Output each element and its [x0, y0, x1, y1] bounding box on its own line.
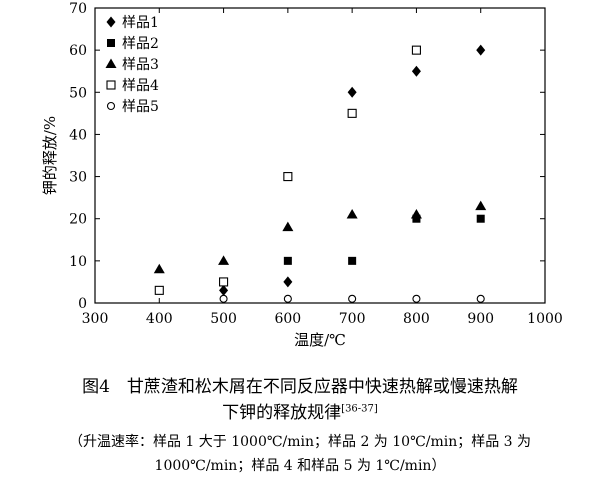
- data-point: [219, 294, 228, 303]
- data-point: [153, 263, 165, 274]
- caption-title-text: 图4 甘蔗渣和松木屑在不同反应器中快速热解或慢速热解: [82, 377, 518, 397]
- figure-caption-line-1: 图4 甘蔗渣和松木屑在不同反应器中快速热解或慢速热解: [0, 372, 600, 397]
- data-point: [411, 65, 421, 77]
- figure-note-line-2: 1000℃/min；样品 4 和样品 5 为 1℃/min）: [154, 458, 446, 474]
- data-point: [283, 172, 293, 182]
- y-tick-label: 20: [69, 212, 87, 228]
- data-point: [283, 294, 292, 303]
- plot-frame: [94, 7, 546, 304]
- data-point: [346, 209, 358, 219]
- data-point: [218, 255, 230, 265]
- y-tick-label: 40: [69, 127, 87, 143]
- data-point: [475, 200, 487, 211]
- data-point: [412, 294, 421, 303]
- scatter-chart: 300 400 500 600 700 800 900 1000 0 10 20 30 40 50 60 70…: [41, 1, 563, 349]
- series-3: [153, 200, 487, 274]
- x-tick-label: 500: [210, 311, 237, 327]
- chart-marks: [153, 44, 487, 303]
- data-point: [411, 45, 421, 55]
- chart-axes: [94, 7, 546, 304]
- chart-ticks: 300 400 500 600 700 800 900 1000 0 10 20 30 40 50 60 70: [69, 1, 563, 327]
- series-4: [154, 45, 421, 295]
- legend-marker: [107, 39, 115, 47]
- x-axis-title: 温度/℃: [294, 331, 346, 349]
- figure-caption-line-2: 下钾的释放规律[36-37]: [0, 398, 600, 423]
- series-2: [283, 214, 485, 265]
- y-tick-label: 10: [69, 254, 87, 270]
- data-point: [476, 44, 486, 56]
- legend-marker: [106, 16, 116, 28]
- series-5: [219, 294, 485, 303]
- y-tick-label: 0: [78, 296, 87, 312]
- x-tick-label: 600: [274, 311, 301, 327]
- data-point: [476, 294, 485, 303]
- legend-label: 样品3: [122, 57, 159, 73]
- data-point: [347, 108, 357, 118]
- data-point: [348, 294, 357, 303]
- data-point: [219, 277, 229, 287]
- legend-label: 样品4: [122, 78, 159, 94]
- x-tick-label: 700: [339, 311, 366, 327]
- data-point: [219, 284, 229, 296]
- legend-marker: [105, 58, 117, 68]
- y-tick-label: 70: [69, 1, 87, 17]
- legend-label: 样品5: [122, 99, 159, 115]
- series-1: [219, 44, 486, 296]
- caption-reference: [36-37]: [341, 403, 378, 415]
- data-point: [347, 86, 357, 98]
- data-point: [348, 256, 357, 265]
- data-point: [282, 221, 294, 232]
- x-tick-label: 1000: [527, 311, 563, 327]
- x-tick-label: 800: [403, 311, 430, 327]
- caption-title-text-cont: 下钾的释放规律: [222, 403, 342, 423]
- legend-marker: [106, 101, 116, 111]
- legend-label: 样品2: [122, 36, 159, 52]
- y-tick-label: 60: [69, 43, 87, 59]
- data-point: [283, 256, 292, 265]
- y-axis-title: 钾的释放/%: [41, 116, 59, 195]
- legend-marker: [106, 80, 116, 90]
- data-point: [476, 214, 485, 223]
- data-point: [410, 209, 422, 219]
- y-tick-label: 30: [69, 170, 87, 186]
- x-tick-label: 900: [467, 311, 494, 327]
- x-tick-label: 400: [146, 311, 173, 327]
- chart-legend: 样品1 样品2 样品3 样品4 样品5: [105, 15, 159, 115]
- data-point: [154, 285, 164, 295]
- figure-note-line-1: （升温速率：样品 1 大于 1000℃/min；样品 2 为 10℃/min；样…: [68, 434, 532, 450]
- data-point: [283, 276, 293, 288]
- data-point: [412, 214, 421, 223]
- y-tick-label: 50: [69, 85, 87, 101]
- x-tick-label: 300: [82, 311, 109, 327]
- legend-label: 样品1: [122, 15, 159, 31]
